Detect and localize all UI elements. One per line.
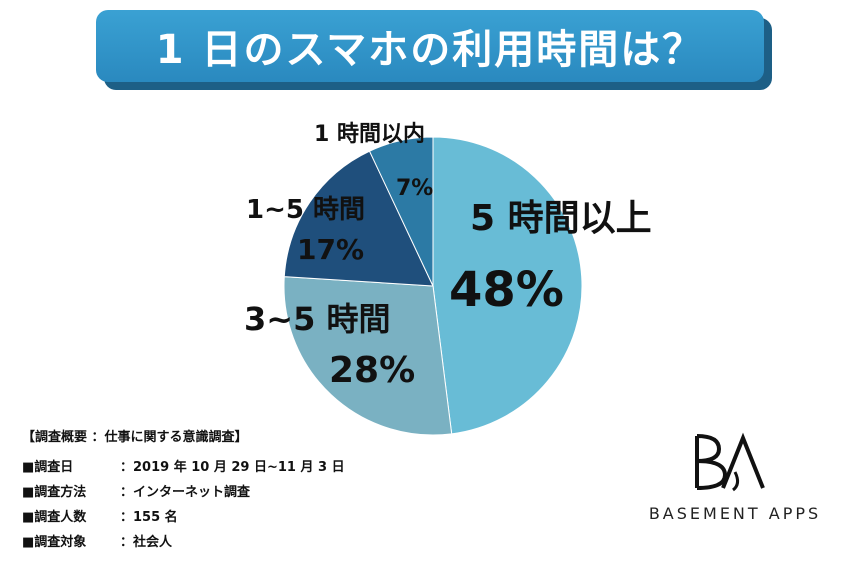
survey-key: ■調査日 <box>22 456 120 475</box>
slice-label-5h-plus: 5 時間以上 <box>470 201 652 237</box>
survey-key: ■調査人数 <box>22 506 120 525</box>
survey-row: ■調査対象 ：社会人 <box>22 528 345 553</box>
survey-value: ：2019 年 10 月 29 日~11 月 3 日 <box>120 456 345 475</box>
survey-row: ■調査方法 ：インターネット調査 <box>22 478 345 503</box>
slice-label-3-5h: 3~5 時間 <box>244 303 391 335</box>
survey-value: ：インターネット調査 <box>120 481 250 500</box>
survey-value: ：155 名 <box>120 506 178 525</box>
ba-logo-mark-icon <box>675 432 795 498</box>
slice-value-1-5h: 17% <box>297 236 364 264</box>
survey-heading: 【調査概要 ：仕事に関する意識調査】 <box>22 426 345 445</box>
survey-key: ■調査方法 <box>22 481 120 500</box>
survey-key: ■調査対象 <box>22 531 120 550</box>
slice-label-under-1h: 1 時間以内 <box>314 124 425 146</box>
survey-row: ■調査日 ：2019 年 10 月 29 日~11 月 3 日 <box>22 453 345 478</box>
slice-value-under-1h: 7% <box>396 178 433 200</box>
survey-row: ■調査人数 ：155 名 <box>22 503 345 528</box>
slice-label-1-5h: 1~5 時間 <box>246 197 365 223</box>
survey-value: ：社会人 <box>120 531 172 550</box>
survey-summary: 【調査概要 ：仕事に関する意識調査】 ■調査日 ：2019 年 10 月 29 … <box>22 426 345 553</box>
logo-text: BASEMENT APPS <box>640 504 830 523</box>
slice-value-3-5h: 28% <box>329 353 415 389</box>
basement-apps-logo: BASEMENT APPS <box>640 432 830 532</box>
slice-value-5h-plus: 48% <box>449 266 564 314</box>
